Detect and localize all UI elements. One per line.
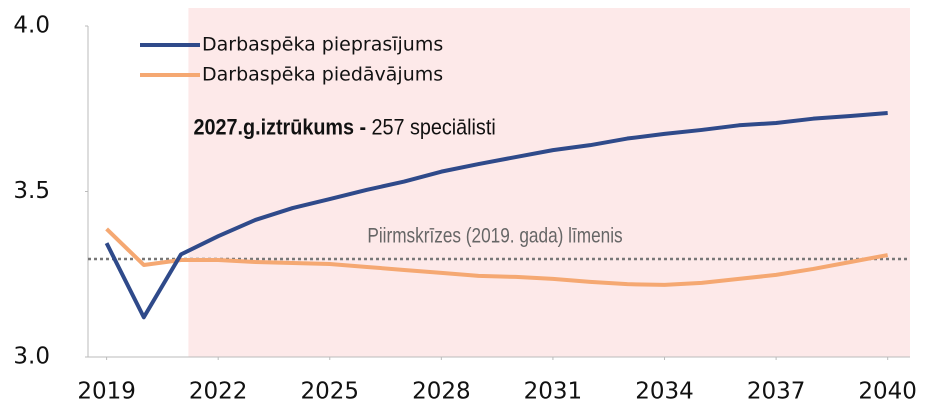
annotation-text: 257 speciālisti [371,115,495,139]
x-tick-label: 2019 [77,379,136,405]
y-tick-label: 3.5 [13,178,50,204]
x-tick-label: 2040 [858,379,917,405]
legend-label: Darbaspēka piedāvājums [202,64,443,86]
reference-label: Piirmskrīzes (2019. gada) līmenis [367,225,622,248]
series-line [104,111,888,320]
x-tick-label: 2034 [635,379,694,405]
x-tick-label: 2028 [412,379,471,405]
x-tick-label: 2025 [300,379,359,405]
x-tick-label: 2037 [747,379,806,405]
x-tick-label: 2031 [524,379,583,405]
annotation-bold: 2027.g.iztrūkums - [194,115,367,139]
annotation: 2027.g.iztrūkums -257 speciālisti [194,115,496,139]
x-tick-label: 2022 [189,379,248,405]
series-line [105,227,889,287]
y-tick-label: 3.0 [13,344,50,370]
legend-label: Darbaspēka pieprasījums [202,34,443,56]
shaded-region [188,8,910,357]
y-tick-label: 4.0 [13,13,50,39]
